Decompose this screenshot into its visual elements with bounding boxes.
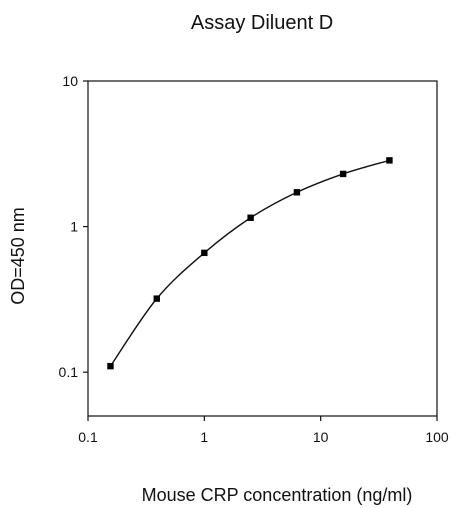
plot-frame	[87, 80, 438, 417]
y-tick-label-2: 10	[62, 73, 78, 89]
data-point-0	[107, 362, 114, 370]
y-axis-label: OD=450 nm	[8, 207, 28, 305]
data-point-3	[247, 214, 254, 221]
x-tick-label-1: 1	[200, 429, 208, 445]
data-point-1	[153, 295, 160, 302]
x-tick-label-0: 0.1	[78, 429, 98, 445]
data-point-5	[339, 170, 347, 178]
series-layer	[107, 157, 393, 370]
x-tick-label-3: 100	[425, 429, 449, 445]
y-tick-label-0: 0.1	[59, 364, 79, 380]
data-point-4	[293, 189, 301, 196]
x-axis-label: Mouse CRP concentration (ng/ml)	[142, 485, 413, 505]
y-tick-label-1: 1	[70, 219, 78, 235]
chart-title: Assay Diluent D	[191, 12, 333, 34]
data-point-2	[201, 249, 208, 257]
data-point-6	[386, 157, 393, 164]
series-line-0	[109, 159, 390, 367]
axes-layer: 0.1 1 10 100 0.1 1 10	[59, 73, 449, 445]
x-tick-label-2: 10	[313, 429, 329, 445]
